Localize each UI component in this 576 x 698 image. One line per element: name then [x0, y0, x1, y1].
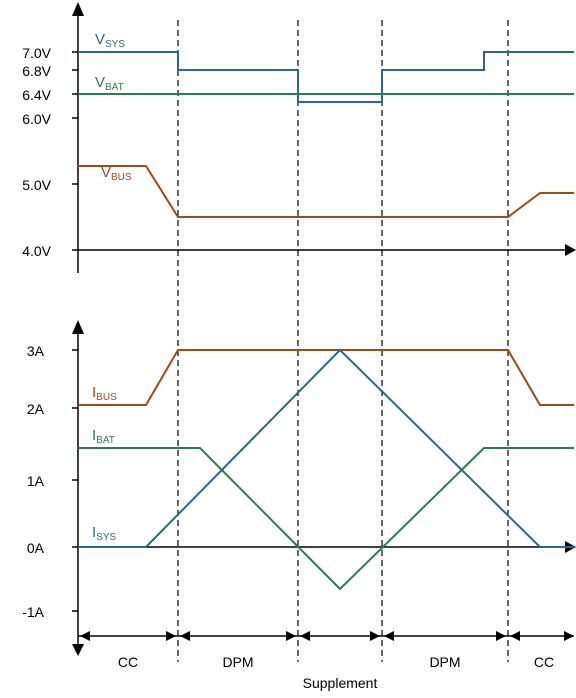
vbus-label: VBUS: [101, 164, 132, 183]
arrowhead-right-icon: [370, 631, 380, 641]
voltage-tick-label: 4.0V: [22, 243, 51, 259]
current-tick-label: 0A: [27, 540, 45, 556]
isys-label: ISYS: [92, 524, 117, 543]
ibus-trace: [78, 349, 574, 406]
voltage-tick-label: 6.8V: [22, 63, 51, 79]
arrowhead-right-icon: [286, 631, 296, 641]
current-tick-label: 2A: [27, 401, 45, 417]
arrowhead-right-icon: [166, 631, 176, 641]
arrowhead-left-icon: [300, 631, 310, 641]
current-tick-label: 1A: [27, 473, 45, 489]
voltage-tick-labels: 7.0V 6.8V 6.4V 6.0V 5.0V 4.0V: [22, 45, 51, 259]
current-y-axis-arrow-icon: [72, 320, 84, 334]
isys-trace: [78, 348, 574, 548]
arrowhead-left-icon: [80, 631, 90, 641]
vsys-label: VSYS: [95, 31, 125, 50]
phase-label: CC: [534, 654, 554, 670]
phase-label: CC: [118, 654, 138, 670]
current-y-axis-down-arrow-icon: [72, 644, 84, 656]
current-tick-labels: 3A 2A 1A 0A -1A: [22, 343, 44, 620]
voltage-tick-label: 6.4V: [22, 87, 51, 103]
voltage-tick-label: 6.0V: [22, 111, 51, 127]
arrowhead-right-icon: [496, 631, 506, 641]
phase-arrows: [78, 631, 574, 641]
phase-label: DPM: [429, 654, 460, 670]
phase-divider-lines: [177, 20, 509, 662]
phase-label: DPM: [222, 654, 253, 670]
voltage-tick-label: 5.0V: [22, 177, 51, 193]
vbat-label: VBAT: [95, 74, 124, 93]
voltage-tick-label: 7.0V: [22, 45, 51, 61]
ibat-label: IBAT: [92, 427, 115, 446]
voltage-y-axis-arrow-icon: [72, 2, 84, 16]
arrowhead-left-icon: [384, 631, 394, 641]
current-tick-label: -1A: [22, 604, 44, 620]
voltage-x-axis-arrow-icon: [565, 244, 576, 256]
vbus-trace: [78, 165, 574, 218]
arrowhead-right-icon: [564, 631, 574, 641]
ibus-label: IBUS: [92, 384, 117, 403]
vsys-trace: [78, 51, 574, 103]
arrowhead-left-icon: [180, 631, 190, 641]
ibat-trace: [78, 447, 574, 591]
phase-labels: CC DPM DPM CC Supplement: [118, 654, 554, 691]
voltage-axes: [72, 2, 576, 273]
current-tick-label: 3A: [27, 343, 45, 359]
supplement-label: Supplement: [303, 675, 378, 691]
current-axes: [72, 320, 576, 656]
arrowhead-left-icon: [510, 631, 520, 641]
